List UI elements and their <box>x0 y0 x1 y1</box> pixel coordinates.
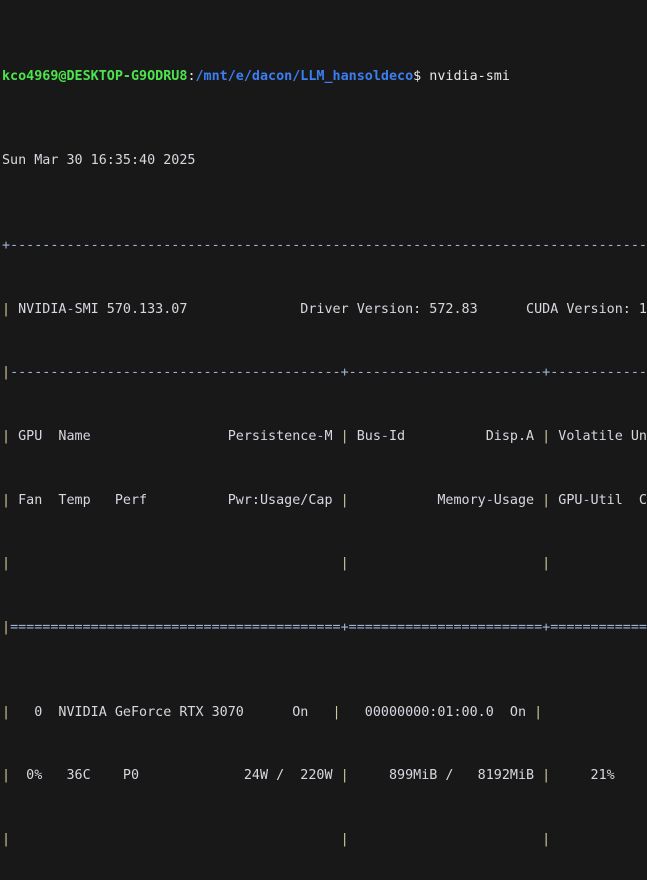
gpu-row-0-line-c: | | | N/A | <box>2 831 551 847</box>
gpu-row-0-line-b: | 0% 36C P0 24W / 220W | 899MiB / 8192Mi… <box>2 768 615 784</box>
prompt-path: /mnt/e/dacon/LLM_hansoldeco <box>195 68 414 84</box>
timestamp-line: Sun Mar 30 16:35:40 2025 <box>2 153 196 169</box>
gpu-row-0-line-a: | 0 NVIDIA GeForce RTX 3070 On | 0000000… <box>2 704 543 720</box>
border-header-divider: |---------------------------------------… <box>2 365 647 381</box>
prompt-sigil: $ <box>413 68 422 84</box>
shell-prompt-line: kco4969@DESKTOP-G9ODRU8:/mnt/e/dacon/LLM… <box>2 66 647 87</box>
column-header-row-1: | GPU Name Persistence-M | Bus-Id Disp.A… <box>2 428 647 444</box>
prompt-separator: : <box>187 68 196 84</box>
command-text: nvidia-smi <box>421 68 510 84</box>
prompt-user-host: kco4969@DESKTOP-G9ODRU8 <box>2 68 188 84</box>
version-line: | NVIDIA-SMI 570.133.07 Driver Version: … <box>2 301 647 317</box>
terminal-window[interactable]: kco4969@DESKTOP-G9ODRU8:/mnt/e/dacon/LLM… <box>0 0 647 847</box>
border-top: +---------------------------------------… <box>2 238 647 254</box>
column-header-row-2: | Fan Temp Perf Pwr:Usage/Cap | Memory-U… <box>2 492 647 508</box>
column-header-row-3: | | | MIG M. | <box>2 556 551 572</box>
border-equals-divider: |=======================================… <box>2 619 647 635</box>
